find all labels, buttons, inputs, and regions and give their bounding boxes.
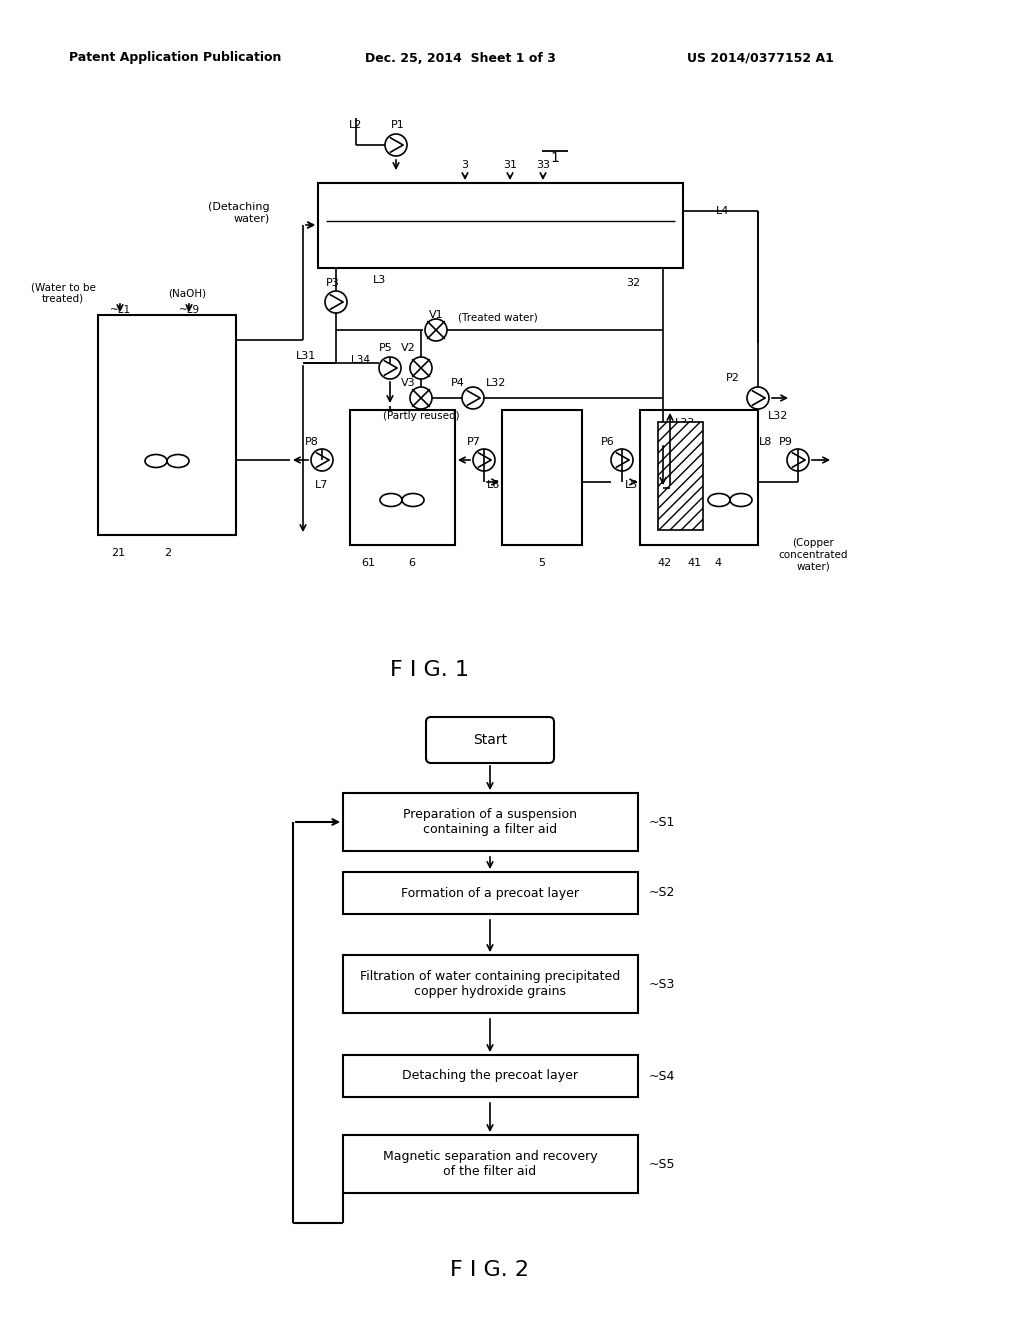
Text: P3: P3 xyxy=(326,279,340,288)
Text: P2: P2 xyxy=(726,374,740,383)
Text: V2: V2 xyxy=(400,343,416,352)
Text: V3: V3 xyxy=(400,378,416,388)
Bar xyxy=(640,411,758,545)
Text: L34: L34 xyxy=(350,355,370,366)
Text: ~L9: ~L9 xyxy=(178,305,200,315)
Text: 42: 42 xyxy=(657,558,672,568)
Text: 1: 1 xyxy=(551,150,559,165)
Text: ~L1: ~L1 xyxy=(110,305,131,315)
Text: 4: 4 xyxy=(715,558,722,568)
Text: L8: L8 xyxy=(760,437,773,447)
Text: 5: 5 xyxy=(539,558,546,568)
Text: P1: P1 xyxy=(391,120,404,129)
Text: 61: 61 xyxy=(361,558,375,568)
Text: Formation of a precoat layer: Formation of a precoat layer xyxy=(401,887,579,899)
Text: 21: 21 xyxy=(111,548,125,558)
Text: L2: L2 xyxy=(349,120,362,129)
Text: 6: 6 xyxy=(409,558,416,568)
Text: F I G. 2: F I G. 2 xyxy=(451,1261,529,1280)
Text: Filtration of water containing precipitated
copper hydroxide grains: Filtration of water containing precipita… xyxy=(359,970,621,998)
Text: 3: 3 xyxy=(462,160,469,170)
Text: Magnetic separation and recovery
of the filter aid: Magnetic separation and recovery of the … xyxy=(383,1150,597,1177)
Text: ~S1: ~S1 xyxy=(649,816,676,829)
Bar xyxy=(98,315,236,535)
Text: (Copper
concentrated
water): (Copper concentrated water) xyxy=(778,539,848,572)
Bar xyxy=(343,793,638,851)
Text: 33: 33 xyxy=(536,160,550,170)
Text: ~S2: ~S2 xyxy=(649,887,676,899)
Text: Patent Application Publication: Patent Application Publication xyxy=(69,51,282,65)
Text: L3: L3 xyxy=(374,275,387,285)
Bar xyxy=(343,873,638,913)
Text: ~S3: ~S3 xyxy=(649,978,676,990)
Text: (Partly reused): (Partly reused) xyxy=(383,411,460,421)
Text: L6: L6 xyxy=(487,480,501,490)
Bar xyxy=(343,1135,638,1193)
Text: L33: L33 xyxy=(675,418,695,428)
Text: L4: L4 xyxy=(717,206,730,216)
Text: P4: P4 xyxy=(451,378,465,388)
Text: V1: V1 xyxy=(429,310,443,319)
Text: 2: 2 xyxy=(165,548,172,558)
FancyBboxPatch shape xyxy=(426,717,554,763)
Text: (NaOH): (NaOH) xyxy=(168,288,206,298)
Text: 41: 41 xyxy=(688,558,702,568)
Bar xyxy=(502,411,582,545)
Bar xyxy=(318,183,683,268)
Bar xyxy=(343,954,638,1012)
Text: P6: P6 xyxy=(601,437,614,447)
Text: 31: 31 xyxy=(503,160,517,170)
Text: (Detaching
water): (Detaching water) xyxy=(208,202,270,224)
Text: L5: L5 xyxy=(626,480,639,490)
Text: L31: L31 xyxy=(296,351,316,360)
Text: ~S5: ~S5 xyxy=(649,1158,676,1171)
Text: US 2014/0377152 A1: US 2014/0377152 A1 xyxy=(686,51,834,65)
Text: F I G. 1: F I G. 1 xyxy=(390,660,469,680)
Text: P9: P9 xyxy=(779,437,793,447)
Text: (Treated water): (Treated water) xyxy=(458,313,538,323)
Bar xyxy=(343,1055,638,1097)
Text: L7: L7 xyxy=(315,480,329,490)
Text: P7: P7 xyxy=(467,437,481,447)
Text: Preparation of a suspension
containing a filter aid: Preparation of a suspension containing a… xyxy=(403,808,577,836)
Text: 32: 32 xyxy=(626,279,640,288)
Text: L32: L32 xyxy=(485,378,506,388)
Text: (Water to be
treated): (Water to be treated) xyxy=(31,282,95,304)
Text: P8: P8 xyxy=(305,437,318,447)
Text: P5: P5 xyxy=(379,343,393,352)
Text: Dec. 25, 2014  Sheet 1 of 3: Dec. 25, 2014 Sheet 1 of 3 xyxy=(365,51,555,65)
Text: ~S4: ~S4 xyxy=(649,1069,676,1082)
Text: Detaching the precoat layer: Detaching the precoat layer xyxy=(402,1069,578,1082)
Text: L32: L32 xyxy=(768,411,788,421)
Text: Start: Start xyxy=(473,733,507,747)
Bar xyxy=(350,411,455,545)
Bar xyxy=(658,422,703,531)
